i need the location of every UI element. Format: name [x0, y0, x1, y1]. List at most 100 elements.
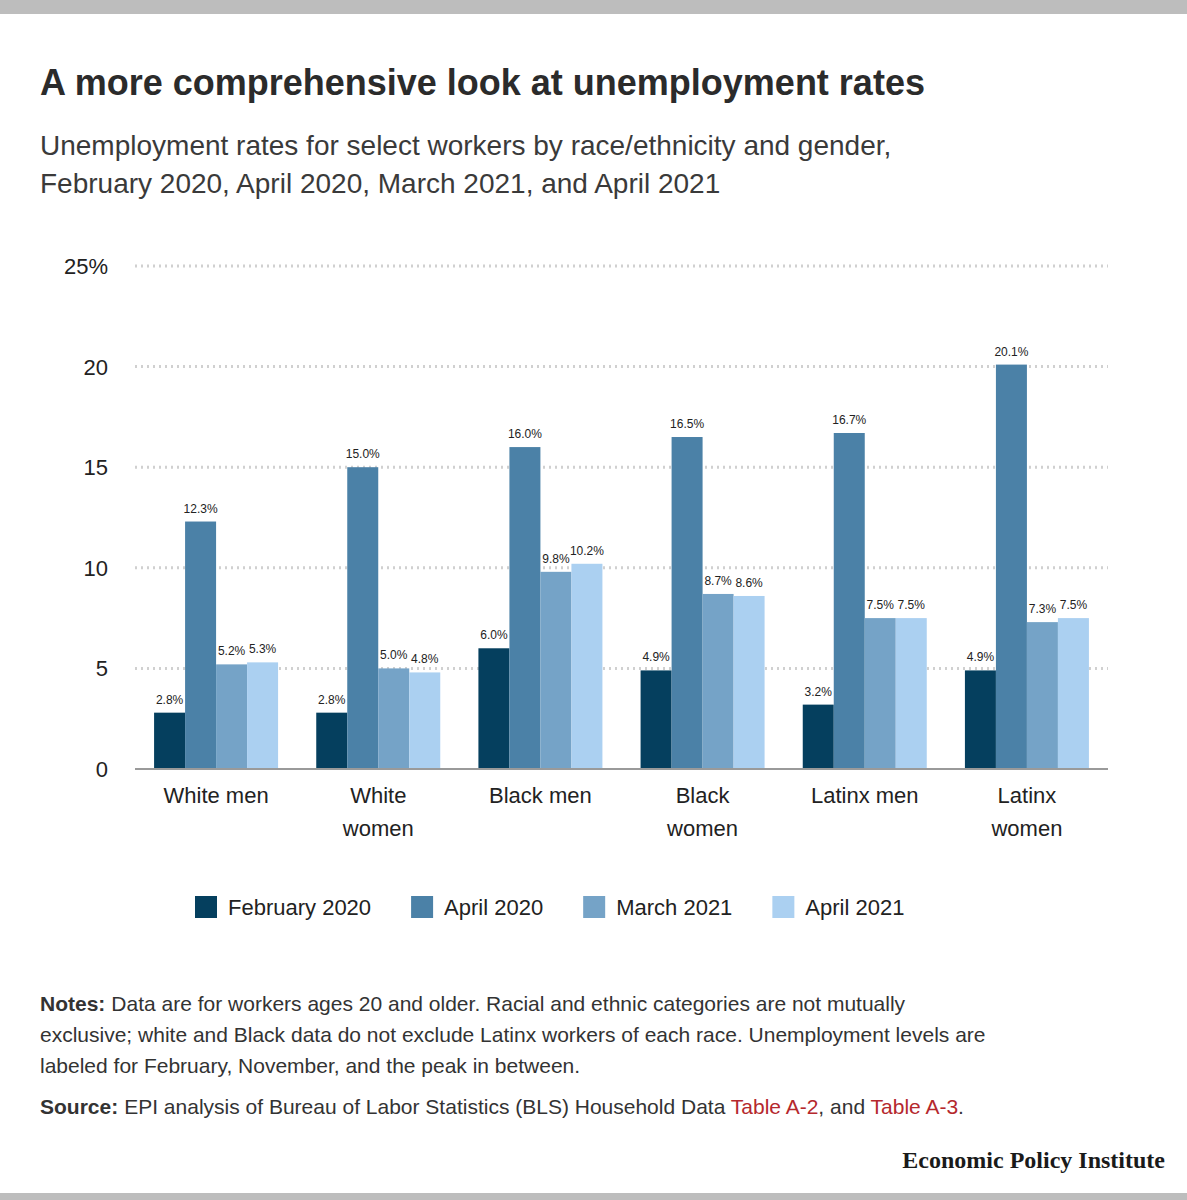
data-label: 12.3% [184, 502, 218, 516]
bar [185, 522, 216, 769]
x-tick-label: White women [342, 783, 414, 841]
y-tick-label: 5 [96, 656, 108, 681]
bar [865, 618, 896, 769]
notes-label: Notes: [40, 992, 105, 1015]
label-line: Latinx [998, 783, 1057, 808]
data-label: 5.3% [249, 642, 277, 656]
bar [347, 467, 378, 769]
subtitle: February 2020, April 2020, March 2021, a… [40, 168, 720, 199]
source-link: Table A-2 [731, 1095, 819, 1118]
data-label: 8.6% [735, 576, 763, 590]
x-tick-label: Black men [489, 783, 592, 808]
bottom-bar [0, 1193, 1187, 1200]
bar [540, 572, 571, 769]
grid-line [135, 466, 1108, 469]
bar [803, 705, 834, 769]
bar [834, 433, 865, 769]
y-tick-label: 20 [84, 355, 108, 380]
label-line: women [342, 816, 414, 841]
notes: exclusive; white and Black data do not e… [40, 1023, 986, 1046]
x-tick-label: Latinx men [811, 783, 919, 808]
legend-label: April 2020 [444, 895, 543, 920]
bar [378, 668, 409, 769]
data-label: 5.2% [218, 644, 246, 658]
source-label: Source: [40, 1095, 118, 1118]
x-tick-label: White men [164, 783, 269, 808]
data-label: 7.5% [867, 598, 895, 612]
data-labels: 2.8% 2.8% 6.0% 4.9% 3.2% 4.9% 12.3% 15.0% 16.0% 1… [156, 345, 1088, 707]
bar [154, 713, 185, 769]
data-label: 4.9% [967, 650, 995, 664]
bar [247, 662, 278, 769]
label-line: White [350, 783, 406, 808]
notes: labeled for February, November, and the … [40, 1054, 580, 1077]
publisher: Economic Policy Institute [902, 1147, 1165, 1173]
data-label: 15.0% [346, 447, 380, 461]
bar [965, 670, 996, 769]
label-line: women [666, 816, 738, 841]
bar [1027, 622, 1058, 769]
y-tick-label: 10 [84, 556, 108, 581]
bar [672, 437, 703, 769]
bar [734, 596, 765, 769]
bar [316, 713, 347, 769]
data-label: 7.5% [898, 598, 926, 612]
legend-label: March 2021 [616, 895, 732, 920]
bars [154, 365, 1089, 769]
legend-label: April 2021 [805, 895, 904, 920]
bar [478, 648, 509, 769]
notes: Notes: Data are for workers ages 20 and o… [40, 992, 906, 1015]
label-line: Black [676, 783, 731, 808]
bar [509, 447, 540, 769]
y-tick-label: 15 [84, 455, 108, 480]
legend: February 2020 April 2020 March 2021 April 2… [195, 895, 904, 920]
data-label: 2.8% [156, 693, 184, 707]
data-label: 16.7% [832, 413, 866, 427]
x-axis [135, 768, 1108, 770]
source-text: , and [818, 1095, 870, 1118]
top-bar [0, 0, 1187, 14]
data-label: 10.2% [570, 544, 604, 558]
source-link: Table A-3 [871, 1095, 959, 1118]
data-label: 4.9% [642, 650, 670, 664]
notes-line: Data are for workers ages 20 and older. … [111, 992, 905, 1015]
bar [641, 670, 672, 769]
label-line: women [990, 816, 1062, 841]
data-label: 7.3% [1029, 602, 1057, 616]
grid-line [135, 265, 1108, 268]
data-label: 6.0% [480, 628, 508, 642]
data-label: 3.2% [805, 685, 833, 699]
data-label: 2.8% [318, 693, 346, 707]
source-text: EPI analysis of Bureau of Labor Statisti… [124, 1095, 731, 1118]
title: A more comprehensive look at unemploymen… [40, 62, 925, 103]
bar [409, 672, 440, 769]
bar [703, 594, 734, 769]
data-label: 7.5% [1060, 598, 1088, 612]
legend-swatch [195, 896, 217, 918]
data-label: 4.8% [411, 652, 439, 666]
subtitle: Unemployment rates for select workers by… [40, 130, 891, 161]
bar [896, 618, 927, 769]
bar [571, 564, 602, 769]
data-label: 16.5% [670, 417, 704, 431]
x-tick-label: Black women [666, 783, 738, 841]
grid-line [135, 667, 1108, 670]
source: Source: EPI analysis of Bureau of Labor S… [40, 1095, 964, 1118]
y-tick-label: 25% [64, 254, 108, 279]
grid-line [135, 566, 1108, 569]
legend-swatch [772, 896, 794, 918]
legend-label: February 2020 [228, 895, 371, 920]
data-label: 9.8% [542, 552, 570, 566]
legend-swatch [411, 896, 433, 918]
legend-swatch [583, 896, 605, 918]
data-label: 8.7% [704, 574, 732, 588]
data-label: 20.1% [994, 345, 1028, 359]
source-text: . [958, 1095, 964, 1118]
bar [1058, 618, 1089, 769]
data-label: 5.0% [380, 648, 408, 662]
x-tick-label: Latinx women [990, 783, 1062, 841]
data-label: 16.0% [508, 427, 542, 441]
bar [996, 365, 1027, 769]
y-tick-label: 0 [96, 757, 108, 782]
bar [216, 664, 247, 769]
